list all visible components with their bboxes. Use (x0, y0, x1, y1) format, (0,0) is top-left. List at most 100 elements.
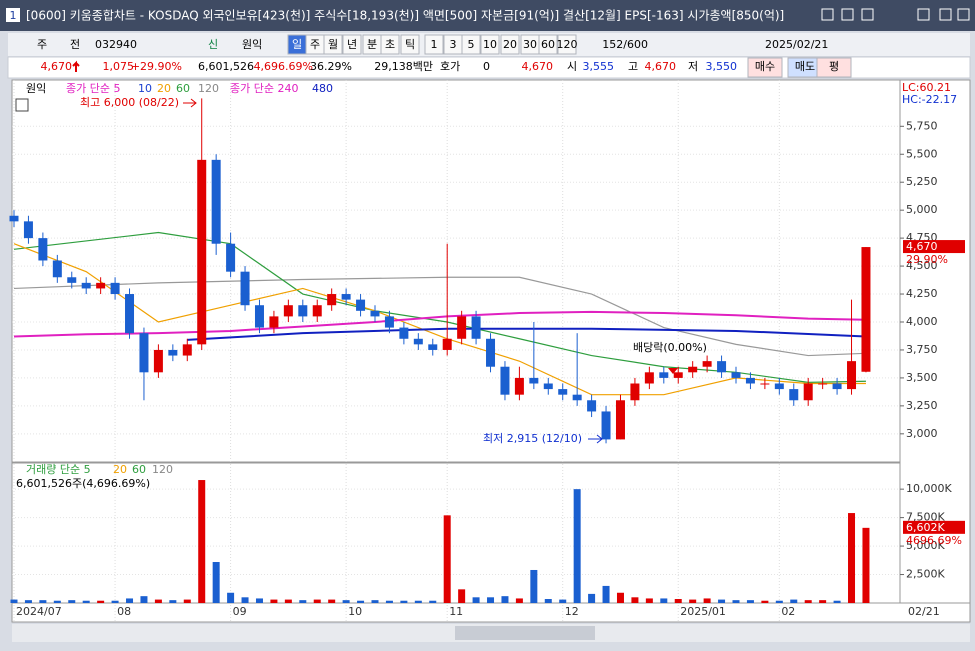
candle-body (125, 294, 135, 334)
toolbar-item: 3 (450, 38, 457, 51)
last-change: 29.90% (906, 253, 948, 266)
candle-body (211, 159, 221, 244)
toolbar-item: 전 (70, 38, 80, 51)
y-tick-label: 5,500 (906, 147, 938, 160)
low-note: 최저 2,915 (12/10) (483, 432, 582, 445)
candle-body (471, 316, 481, 339)
toolbar-button[interactable] (424, 34, 444, 55)
quote-item: 4,670 (522, 60, 554, 73)
volume-legend-item: 120 (152, 463, 173, 476)
candle-body (644, 372, 654, 384)
volume-bar (862, 527, 870, 603)
volume-bar (227, 592, 235, 603)
quote-item: 4,670 (41, 60, 73, 73)
volume-bar (718, 599, 726, 603)
volume-bar (732, 600, 740, 603)
toolbar-item: 10 (483, 38, 497, 51)
volume-bar (804, 600, 812, 603)
candle-body (803, 383, 813, 401)
quote-item: 저 (688, 60, 698, 73)
toolbar-button[interactable] (538, 34, 558, 55)
toolbar-button[interactable] (557, 34, 577, 55)
volume-bar (299, 600, 307, 603)
toolbar-button[interactable] (380, 34, 400, 55)
toolbar-button[interactable] (461, 34, 481, 55)
candle-body (9, 215, 19, 222)
quote-button[interactable] (747, 57, 783, 78)
price-pane (11, 79, 901, 463)
candle-body (110, 282, 120, 295)
up-arrow (72, 60, 80, 72)
volume-legend-item: 거래량 단순 5 (26, 463, 91, 476)
toolbar-item: 1 (431, 38, 438, 51)
volume-legend-item: 20 (113, 463, 127, 476)
title-text: [0600] 키움종합차트 - KOSDAQ 외국인보유[423(천)] 주식수… (26, 8, 784, 23)
volume-bar (819, 600, 827, 603)
candle-body (457, 316, 467, 339)
toolbar-button[interactable] (342, 34, 362, 55)
toolbar-button[interactable] (400, 34, 420, 55)
candle-body (587, 400, 597, 412)
legend-item: 120 (198, 82, 219, 95)
quote-item: 29,138백만 (374, 60, 433, 73)
dividend-note: 배당락(0.00%) (633, 341, 707, 354)
scroll-thumb[interactable] (455, 626, 595, 640)
candle-body (23, 221, 33, 239)
y-tick-label: 5,000K (906, 539, 945, 552)
y-tick-label: 4,250 (906, 287, 938, 300)
volume-bar (212, 562, 220, 603)
volume-bar (530, 569, 538, 603)
hc-label: HC:-22.17 (902, 93, 957, 106)
x-tick-label: 2024/07 (16, 605, 62, 618)
last-price: 4,670 (906, 240, 938, 253)
last-volume-pct: 4696.69% (906, 534, 962, 547)
toolbar-item: 일 (292, 37, 302, 51)
volume-bar (342, 600, 350, 603)
grid-icon[interactable] (15, 98, 29, 112)
toolbar-button[interactable] (500, 34, 520, 55)
quote-item: 시 (567, 60, 577, 73)
x-tick-label: 11 (449, 605, 463, 618)
volume-bar (645, 598, 653, 603)
candle-body (558, 389, 568, 395)
volume-bar (24, 600, 32, 603)
legend-item: 원익 (26, 82, 46, 95)
volume-bar (183, 599, 191, 603)
y-tick-label: 2,500K (906, 568, 945, 581)
x-tick-label: 02 (781, 605, 795, 618)
candle-body (486, 338, 496, 367)
volume-bar (443, 515, 451, 603)
volume-bar (588, 593, 596, 603)
volume-bar (357, 600, 365, 603)
legend-item: 종가 단순 240 (230, 82, 298, 95)
toolbar-button[interactable] (323, 34, 343, 55)
volume-bar (82, 600, 90, 603)
volume-bar (515, 598, 523, 603)
volume-legend-item: 60 (132, 463, 146, 476)
volume-bar (313, 599, 321, 603)
candle-body (399, 327, 409, 339)
y-tick-label: 10,000K (906, 482, 952, 495)
candle-body (543, 383, 553, 390)
candle-body (717, 361, 727, 373)
low-arrow (588, 434, 603, 444)
candle-body (428, 344, 438, 350)
volume-bar (140, 596, 148, 603)
legend-item: 60 (176, 82, 190, 95)
volume-bar (255, 598, 263, 603)
toolbar-button[interactable] (480, 34, 500, 55)
candle-body (96, 282, 106, 289)
volume-bar (10, 599, 18, 603)
candle-body (327, 294, 337, 306)
candle-body (384, 316, 394, 328)
legend-item: 종가 단순 5 (66, 82, 120, 95)
volume-bar (371, 600, 379, 603)
volume-bar (674, 599, 682, 603)
toolbar-item: 주 (37, 38, 47, 51)
candle-body (81, 282, 91, 289)
window-buttons[interactable] (821, 8, 970, 21)
quote-button[interactable] (816, 57, 852, 78)
volume-bar (559, 599, 567, 603)
y-tick-label: 7,500K (906, 511, 945, 524)
